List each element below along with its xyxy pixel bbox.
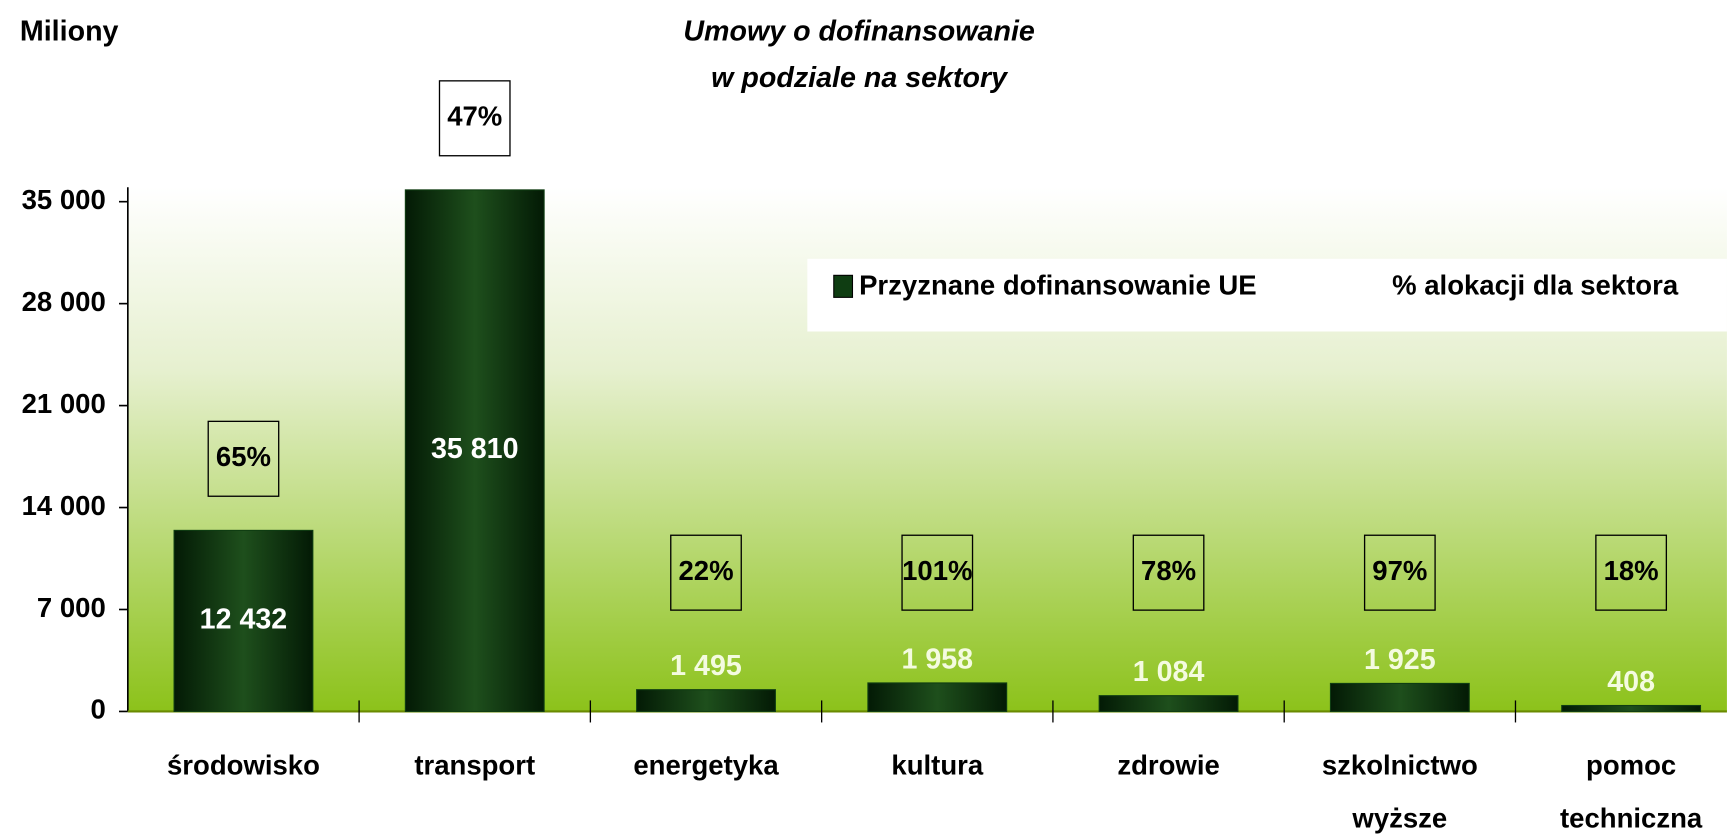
percent-box bbox=[438, 80, 511, 157]
bar bbox=[867, 682, 1008, 713]
chart-title: Umowy o dofinansowanie bbox=[683, 16, 1035, 48]
bar bbox=[1561, 704, 1702, 713]
percent-label: 78% bbox=[1141, 555, 1196, 586]
percent-label: 18% bbox=[1604, 555, 1659, 586]
legend-box bbox=[807, 258, 1727, 332]
y-tick-label: 28 000 bbox=[22, 286, 106, 317]
percent-box bbox=[1363, 534, 1436, 611]
x-tick-label: szkolnictwo wyższe bbox=[1322, 750, 1478, 834]
y-axis-label: Miliony bbox=[20, 16, 119, 48]
data-label: 12 432 bbox=[200, 603, 288, 635]
bar bbox=[1329, 682, 1470, 713]
data-label: 1 495 bbox=[670, 650, 742, 682]
x-tick-label: zdrowie bbox=[1117, 750, 1219, 781]
legend-label: Przyznane dofinansowanie UE bbox=[859, 270, 1257, 301]
data-label: 35 810 bbox=[431, 433, 519, 465]
data-label: 408 bbox=[1607, 666, 1655, 698]
y-tick-label: 21 000 bbox=[22, 388, 106, 419]
legend-label: % alokacji dla sektora bbox=[1392, 270, 1679, 301]
percent-label: 97% bbox=[1372, 555, 1427, 586]
bar bbox=[636, 689, 776, 713]
data-label: 1 084 bbox=[1133, 656, 1205, 688]
bar bbox=[173, 529, 314, 713]
percent-box bbox=[670, 534, 742, 611]
x-tick-label: transport bbox=[414, 750, 535, 781]
percent-label: 101% bbox=[902, 555, 972, 586]
y-tick-label: 35 000 bbox=[22, 184, 106, 215]
percent-box bbox=[1132, 534, 1205, 611]
data-label: 1 925 bbox=[1364, 644, 1436, 676]
bar bbox=[1098, 695, 1239, 713]
percent-box bbox=[901, 534, 974, 611]
x-tick-label: środowisko bbox=[167, 750, 320, 781]
percent-label: 65% bbox=[216, 441, 271, 472]
y-tick-label: 14 000 bbox=[22, 490, 106, 521]
x-tick-label: kultura bbox=[891, 750, 983, 781]
percent-label: 47% bbox=[447, 101, 502, 132]
data-label: 1 958 bbox=[901, 643, 973, 675]
x-tick-label: pomoc techniczna bbox=[1560, 750, 1703, 834]
y-tick-label: 7 000 bbox=[37, 592, 106, 623]
x-tick-label: energetyka bbox=[633, 750, 779, 781]
y-tick-label: 0 bbox=[90, 694, 105, 725]
chart-title: w podziale na sektory bbox=[711, 62, 1009, 94]
percent-label: 22% bbox=[678, 555, 733, 586]
percent-box bbox=[207, 420, 280, 497]
legend-swatch bbox=[833, 274, 854, 298]
percent-box bbox=[1595, 534, 1668, 611]
bar bbox=[404, 189, 545, 713]
